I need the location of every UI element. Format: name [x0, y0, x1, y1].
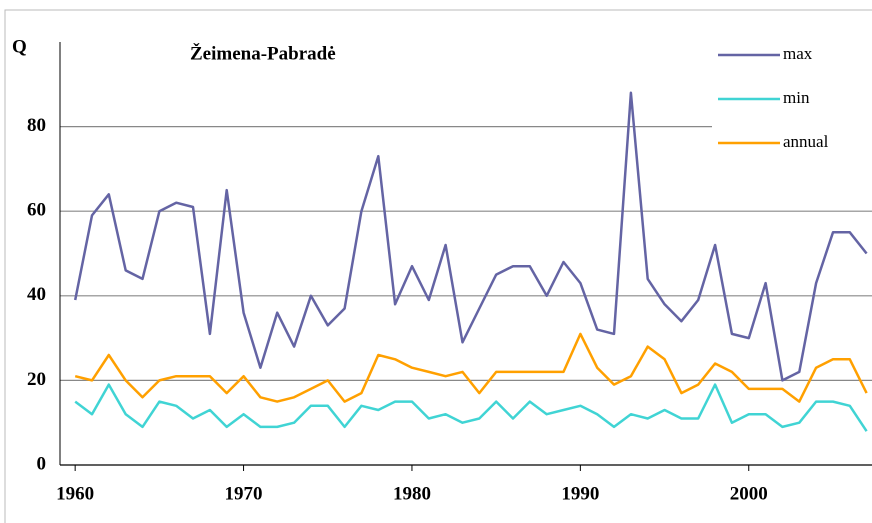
x-tick-label: 1980 [393, 483, 431, 504]
legend-label: max [783, 44, 813, 63]
series-line [74, 332, 868, 403]
series-line [73, 91, 868, 382]
frame [4, 9, 872, 523]
x-tick-label: 1990 [561, 483, 599, 504]
y-tick-label: 60 [27, 200, 46, 221]
legend-label: min [783, 88, 810, 107]
y-tick-label: 20 [27, 369, 46, 390]
y-axis-label: Q [12, 36, 27, 57]
chart-title: Žeimena-Pabradė [190, 42, 336, 64]
legend-label: annual [783, 132, 829, 151]
y-tick-label: 80 [27, 115, 46, 136]
x-tick-label: 1970 [225, 483, 263, 504]
y-tick-label: 0 [37, 453, 47, 474]
x-tick-label: 2000 [730, 483, 768, 504]
series-line [74, 383, 868, 432]
y-tick-label: 40 [27, 284, 46, 305]
x-tick-label: 1960 [56, 483, 94, 504]
